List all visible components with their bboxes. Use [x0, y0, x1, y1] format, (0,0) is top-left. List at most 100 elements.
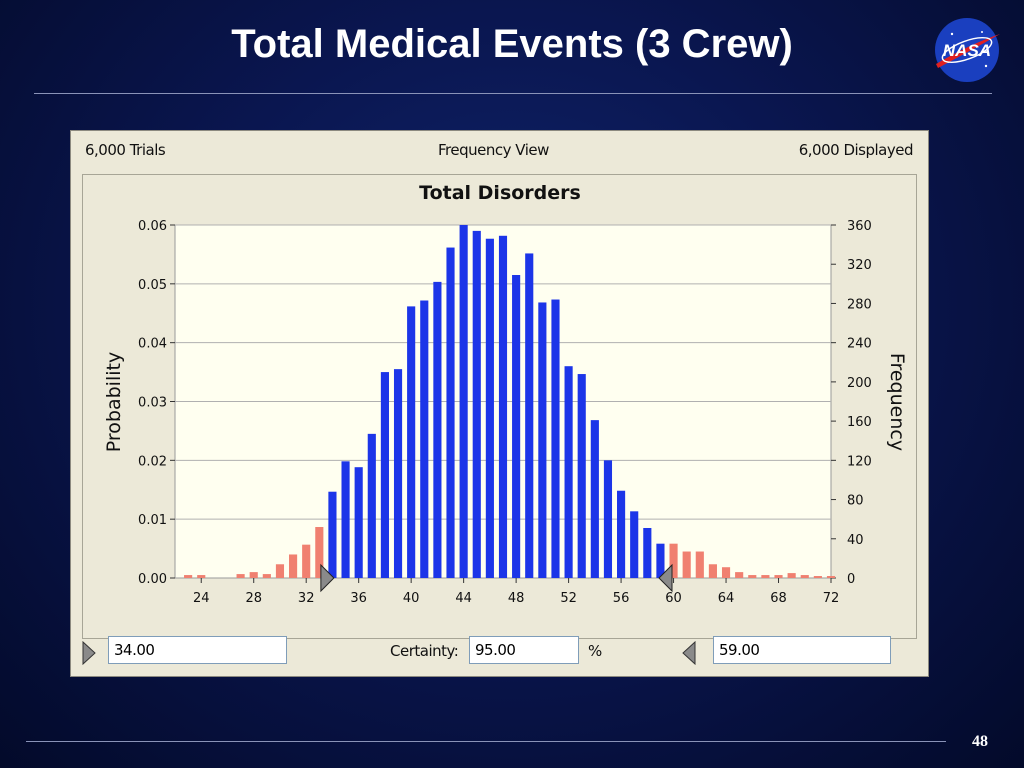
- histogram-bar: [446, 247, 455, 578]
- histogram-bar: [603, 460, 613, 578]
- histogram-bar: [695, 551, 704, 578]
- histogram-bar: [669, 543, 678, 578]
- percent-sign: %: [588, 642, 602, 660]
- histogram-bar: [367, 433, 376, 578]
- nasa-logo: NASA: [930, 14, 1004, 84]
- histogram-bar: [315, 527, 324, 578]
- histogram-bar: [826, 576, 836, 578]
- upper-grabber-icon[interactable]: [682, 641, 696, 665]
- trials-label: 6,000 Trials: [85, 141, 166, 159]
- y-tick-label: 0.04: [138, 337, 167, 352]
- x-tick-label: 48: [508, 591, 525, 606]
- y-tick-label: 0.02: [138, 454, 167, 469]
- x-tick-label: 72: [823, 591, 840, 606]
- histogram-bar: [708, 564, 717, 578]
- x-tick-label: 68: [770, 591, 787, 606]
- histogram-bar: [433, 281, 442, 578]
- logo-text: NASA: [943, 41, 991, 60]
- x-tick-label: 44: [455, 591, 472, 606]
- histogram-bar: [721, 567, 731, 578]
- y2-tick-label: 160: [847, 415, 872, 430]
- histogram-bar: [459, 225, 468, 578]
- lower-bound-marker[interactable]: [320, 563, 335, 593]
- x-tick-label: 32: [298, 591, 315, 606]
- certainty-label: Certainty:: [390, 642, 459, 660]
- histogram-bar: [774, 575, 783, 578]
- chart-title: Total Disorders: [419, 182, 581, 204]
- chart-frame: Total Disorders 0.00 0.01 0.02 0.03 0.04 0.05 0…: [82, 174, 917, 639]
- y2-tick-label: 200: [847, 376, 872, 391]
- y-tick-label: 0.03: [138, 396, 167, 411]
- histogram-bar: [275, 564, 285, 578]
- view-label: Frequency View: [438, 141, 549, 159]
- histogram-bar: [617, 490, 626, 578]
- histogram-bar: [262, 574, 271, 578]
- histogram-bar: [289, 554, 298, 578]
- y-tick-label: 0.00: [138, 572, 167, 587]
- histogram-bar: [735, 572, 744, 578]
- histogram-bar: [512, 275, 521, 578]
- histogram-chart: Total Disorders 0.00 0.01 0.02 0.03 0.04 0.05 0…: [103, 182, 908, 606]
- histogram-bar: [748, 575, 757, 578]
- histogram-bar: [498, 235, 508, 578]
- histogram-bar: [761, 575, 770, 578]
- histogram-bar: [564, 366, 573, 578]
- y2-tick-label: 240: [847, 337, 872, 352]
- histogram-bar: [787, 573, 796, 578]
- histogram-bar: [341, 461, 350, 578]
- histogram-bar: [577, 374, 586, 578]
- title-rule: [34, 93, 992, 94]
- histogram-bar: [236, 574, 245, 578]
- y2-tick-label: 0: [847, 572, 855, 587]
- y-tick-label: 0.01: [138, 513, 167, 528]
- x-tick-label: 60: [665, 591, 682, 606]
- histogram-bar: [643, 527, 652, 578]
- x-tick-label: 36: [350, 591, 367, 606]
- displayed-label: 6,000 Displayed: [798, 141, 914, 159]
- histogram-bar: [249, 572, 258, 578]
- x-tick-label: 24: [193, 591, 210, 606]
- histogram-bar: [590, 420, 599, 578]
- histogram-bar: [354, 467, 363, 578]
- y2-tick-label: 320: [847, 258, 872, 273]
- x-tick-label: 28: [245, 591, 262, 606]
- upper-bound-input[interactable]: 59.00: [713, 636, 891, 664]
- upper-bound-marker[interactable]: [658, 563, 673, 593]
- histogram-bar: [407, 306, 416, 578]
- lower-bound-input[interactable]: 34.00: [108, 636, 287, 664]
- histogram-bar: [380, 372, 389, 578]
- x-tick-label: 64: [718, 591, 735, 606]
- x-tick-label: 40: [403, 591, 420, 606]
- y2-tick-label: 80: [847, 494, 864, 509]
- y2-tick-label: 360: [847, 219, 872, 234]
- histogram-bar: [328, 491, 337, 578]
- x-tick-label: 56: [613, 591, 630, 606]
- histogram-bar: [525, 253, 534, 579]
- y2-tick-label: 280: [847, 297, 872, 312]
- histogram-bar: [393, 369, 403, 578]
- histogram-bar: [472, 230, 481, 578]
- y-tick-label: 0.06: [138, 219, 167, 234]
- histogram-bar: [682, 551, 691, 578]
- lower-grabber-icon[interactable]: [82, 641, 96, 665]
- y-tick-label: 0.05: [138, 278, 167, 293]
- histogram-bar: [302, 544, 311, 578]
- x-tick-label: 52: [560, 591, 577, 606]
- y2-axis-label: Frequency: [886, 353, 908, 451]
- histogram-bar: [630, 511, 639, 578]
- histogram-bar: [538, 302, 547, 578]
- histogram-bar: [800, 575, 809, 578]
- histogram-bar: [420, 300, 429, 578]
- histogram-bar: [813, 576, 822, 578]
- histogram-bar: [551, 299, 560, 578]
- slide-title: Total Medical Events (3 Crew): [231, 22, 793, 66]
- y2-tick-label: 120: [847, 454, 872, 469]
- histogram-bar: [197, 575, 206, 578]
- certainty-input[interactable]: 95.00: [469, 636, 579, 664]
- forecast-panel: 6,000 Trials Frequency View 6,000 Displa…: [70, 130, 929, 677]
- footer-rule: [26, 741, 946, 742]
- y2-tick-label: 40: [847, 533, 864, 548]
- histogram-bar: [485, 238, 494, 578]
- page-number: 48: [972, 733, 988, 750]
- histogram-bar: [184, 575, 193, 578]
